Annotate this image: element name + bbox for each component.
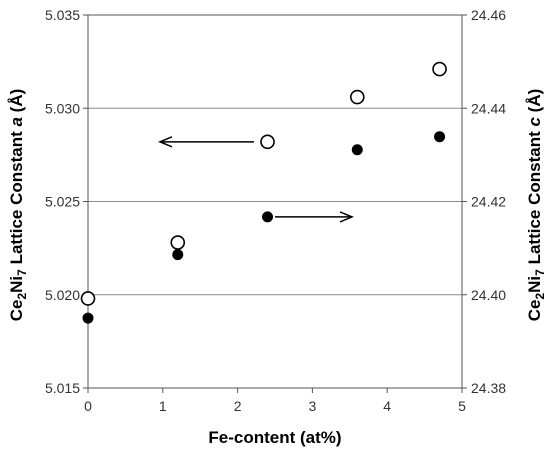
left-axis-ticks: 5.015 5.020 5.025 5.030 5.035 [45,7,88,396]
open-circle-point [349,89,365,105]
left-tick-label: 5.020 [45,287,80,303]
right-axis-ticks: 24.38 24.40 24.42 24.44 24.46 [462,7,506,396]
filled-circle-point [262,211,274,223]
annotation-arrows [158,136,354,223]
data-points [80,61,447,324]
open-circle-point [432,61,447,77]
x-tick-label: 1 [159,398,167,414]
left-axis-title: Ce2Ni7 Lattice Constant a (Å) [7,89,29,322]
open-circle-point [80,291,96,306]
x-tick-label: 3 [309,398,317,414]
right-pointing-arrow-head [339,211,354,223]
x-tick-label: 5 [458,398,466,414]
filled-circle-point [351,144,363,156]
open-circle-point [260,134,275,150]
left-tick-label: 5.030 [45,100,80,116]
x-tick-label: 0 [84,398,92,414]
filled-circle-point [172,249,184,261]
x-axis-title: Fe-content (at%) [208,428,341,447]
x-tick-label: 4 [383,398,391,414]
x-axis-ticks: 0 1 2 3 4 5 [84,388,466,414]
right-tick-label: 24.46 [471,7,506,23]
right-tick-label: 24.42 [471,194,506,210]
left-tick-label: 5.025 [45,194,80,210]
filled-circle-point [82,312,94,324]
left-tick-label: 5.015 [45,380,80,396]
right-tick-label: 24.38 [471,380,506,396]
filled-circle-point [434,131,446,143]
gridlines [88,107,462,296]
left-tick-label: 5.035 [45,7,80,23]
right-tick-label: 24.40 [471,287,506,303]
x-tick-label: 2 [234,398,242,414]
right-tick-label: 24.44 [471,100,506,116]
right-axis-title: Ce2Ni7 Lattice Constant c (Å) [525,89,547,322]
open-circle-point [170,235,186,250]
left-pointing-arrow-head [158,136,173,148]
